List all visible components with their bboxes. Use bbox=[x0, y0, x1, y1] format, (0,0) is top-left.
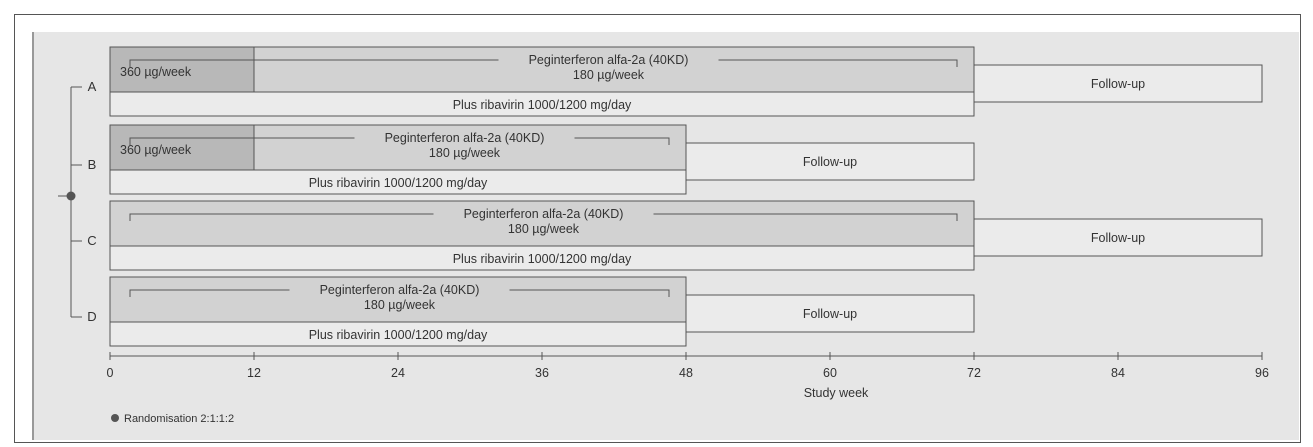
arm-letter: B bbox=[88, 157, 97, 172]
induction-dose-label: 360 µg/week bbox=[120, 65, 192, 79]
followup-label: Follow-up bbox=[1091, 77, 1145, 91]
dose-bracket-left bbox=[129, 289, 290, 297]
arm-letter: C bbox=[87, 233, 96, 248]
ribavirin-label: Plus ribavirin 1000/1200 mg/day bbox=[453, 98, 632, 112]
dose-bracket-left bbox=[129, 213, 434, 221]
ribavirin-bar bbox=[109, 169, 687, 195]
dose-label: 180 µg/week bbox=[364, 298, 436, 312]
dose-label: 180 µg/week bbox=[508, 222, 580, 236]
dose-label: 180 µg/week bbox=[573, 68, 645, 82]
x-tick-label: 12 bbox=[247, 366, 261, 380]
x-tick-label: 96 bbox=[1255, 366, 1269, 380]
followup-bar bbox=[685, 142, 975, 181]
x-axis-label: Study week bbox=[804, 386, 869, 400]
ribavirin-bar bbox=[109, 91, 975, 117]
ribavirin-label: Plus ribavirin 1000/1200 mg/day bbox=[453, 252, 632, 266]
treatment-bar bbox=[109, 276, 687, 323]
x-tick-label: 24 bbox=[391, 366, 405, 380]
drug-label: Peginterferon alfa-2a (40KD) bbox=[320, 283, 480, 297]
followup-bar bbox=[685, 294, 975, 333]
ribavirin-label: Plus ribavirin 1000/1200 mg/day bbox=[309, 328, 488, 342]
legend-label: Randomisation 2:1:1:2 bbox=[124, 413, 234, 425]
drug-label: Peginterferon alfa-2a (40KD) bbox=[464, 207, 624, 221]
randomisation-legend-dot-icon bbox=[111, 414, 119, 422]
dose-bracket-left bbox=[129, 137, 355, 145]
induction-bar bbox=[109, 46, 255, 93]
treatment-bar bbox=[109, 200, 975, 247]
x-tick-label: 36 bbox=[535, 366, 549, 380]
arm-letter: A bbox=[88, 79, 97, 94]
followup-bar bbox=[973, 218, 1263, 257]
x-tick-label: 0 bbox=[107, 366, 114, 380]
dose-bracket-left bbox=[129, 59, 499, 67]
dose-bracket-right bbox=[574, 137, 670, 145]
dose-label: 180 µg/week bbox=[429, 146, 501, 160]
figure-frame bbox=[14, 14, 1301, 443]
induction-dose-label: 360 µg/week bbox=[120, 143, 192, 157]
arm-letter: D bbox=[87, 309, 96, 324]
x-tick-label: 84 bbox=[1111, 366, 1125, 380]
x-tick-label: 48 bbox=[679, 366, 693, 380]
ribavirin-bar bbox=[109, 245, 975, 271]
dose-bracket-right bbox=[718, 59, 958, 67]
followup-label: Follow-up bbox=[803, 155, 857, 169]
followup-label: Follow-up bbox=[1091, 231, 1145, 245]
dose-bracket-right bbox=[653, 213, 958, 221]
x-tick-label: 72 bbox=[967, 366, 981, 380]
ribavirin-bar bbox=[109, 321, 687, 347]
drug-label: Peginterferon alfa-2a (40KD) bbox=[529, 53, 689, 67]
followup-bar bbox=[973, 64, 1263, 103]
ribavirin-label: Plus ribavirin 1000/1200 mg/day bbox=[309, 176, 488, 190]
followup-label: Follow-up bbox=[803, 307, 857, 321]
dose-bracket-right bbox=[509, 289, 670, 297]
randomisation-dot-icon bbox=[66, 191, 76, 201]
drug-label: Peginterferon alfa-2a (40KD) bbox=[385, 131, 545, 145]
x-tick-label: 60 bbox=[823, 366, 837, 380]
